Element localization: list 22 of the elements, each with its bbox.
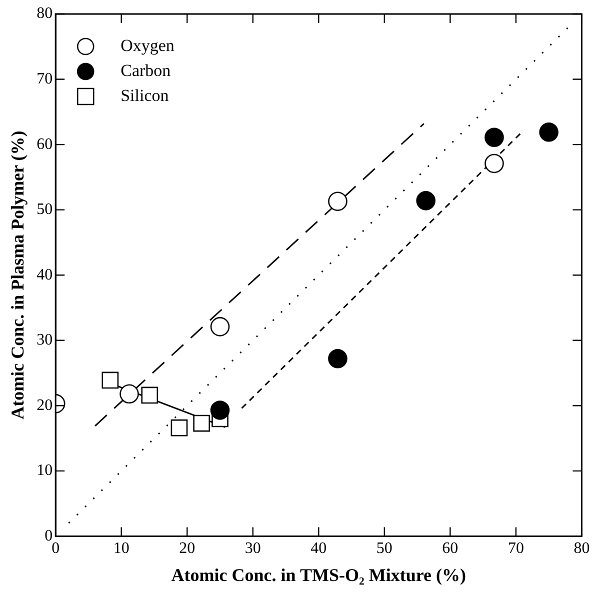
legend-label: Carbon bbox=[120, 60, 172, 80]
legend-label: Silicon bbox=[120, 86, 170, 105]
y-tick-label: 0 bbox=[44, 527, 53, 544]
y-tick-label: 40 bbox=[36, 266, 53, 284]
x-tick-label: 20 bbox=[179, 540, 196, 558]
y-tick-label: 60 bbox=[36, 136, 53, 153]
x-tick-label: 60 bbox=[442, 540, 458, 558]
x-tick-label: 70 bbox=[508, 540, 524, 558]
y-tick-label: 20 bbox=[36, 396, 53, 414]
legend-label: Oxygen bbox=[120, 36, 175, 55]
y-tick-label: 10 bbox=[36, 462, 53, 480]
x-tick-label: 80 bbox=[574, 540, 590, 558]
x-tick-label: 30 bbox=[244, 540, 261, 558]
x-tick-label: 10 bbox=[113, 540, 130, 558]
y-tick-label: 70 bbox=[36, 70, 53, 88]
x-tick-label: 40 bbox=[310, 540, 327, 558]
y-axis-title: Atomic Conc. in Plasma Polymer (%) bbox=[7, 130, 28, 420]
x-axis-title: Atomic Conc. in TMS-O₂ Mixture (%) bbox=[171, 564, 466, 585]
x-tick-label: 50 bbox=[376, 540, 392, 558]
y-tick-label: 80 bbox=[36, 5, 53, 22]
y-tick-label: 50 bbox=[36, 201, 53, 218]
y-tick-label: 30 bbox=[36, 332, 53, 349]
